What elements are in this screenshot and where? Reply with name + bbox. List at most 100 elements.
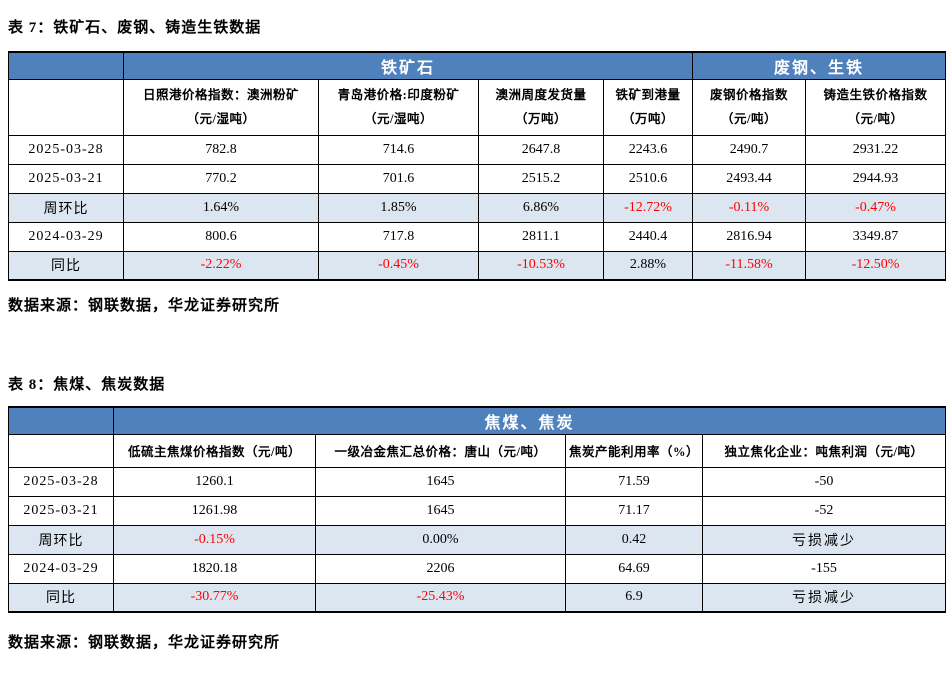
cell: 0.42: [565, 524, 703, 555]
table7-col-qingdao: 青岛港价格:印度粉矿 （元/湿吨）: [318, 78, 479, 136]
table7-group-header-row: 铁矿石 废钢、生铁: [8, 51, 947, 80]
cell: -52: [701, 495, 947, 526]
cell: 1.85%: [318, 192, 479, 223]
column-unit: （元/吨）: [847, 112, 904, 126]
table7-rowlabel-header: [8, 78, 124, 136]
cell: 64.69: [565, 553, 703, 584]
cell: 714.6: [318, 134, 479, 165]
cell: -12.50%: [805, 250, 947, 281]
column-name: 废钢价格指数: [710, 88, 789, 102]
table-row: 2025-03-28 782.8 714.6 2647.8 2243.6 249…: [8, 134, 947, 165]
cell: 1645: [315, 495, 566, 526]
table8-col-coking-profit: 独立焦化企业：吨焦利润（元/吨）: [701, 433, 947, 468]
cell: 2440.4: [602, 221, 694, 252]
cell: 2816.94: [692, 221, 807, 252]
column-unit: （元/湿吨）: [364, 112, 433, 126]
cell: 2206: [315, 553, 566, 584]
cell: 71.17: [565, 495, 703, 526]
column-name: 铸造生铁价格指数: [823, 88, 928, 102]
table7-source: 数据来源：钢联数据，华龙证券研究所: [8, 298, 281, 314]
table7-col-rizhao: 日照港价格指数：澳洲粉矿 （元/湿吨）: [123, 78, 319, 136]
cell: 2493.44: [692, 163, 807, 194]
table8-section: 表 8：焦煤、焦炭数据 焦煤、焦炭 低硫主焦煤价格指数（元/吨） 一级冶金焦汇总…: [8, 373, 947, 652]
table8-group-header-row: 焦煤、焦炭: [8, 406, 947, 435]
table8-col-met-coke-price: 一级冶金焦汇总价格：唐山（元/吨）: [315, 433, 566, 468]
table-row: 2025-03-21 1261.98 1645 71.17 -52: [8, 495, 947, 526]
cell: 782.8: [123, 134, 319, 165]
table-row-wow: 周环比 -0.15% 0.00% 0.42 亏损减少: [8, 524, 947, 555]
cell: 71.59: [565, 466, 703, 497]
row-label: 2025-03-21: [8, 163, 124, 194]
cell: -0.47%: [805, 192, 947, 223]
row-label: 同比: [8, 582, 114, 613]
cell: 1645: [315, 466, 566, 497]
cell: 0.00%: [315, 524, 566, 555]
cell: -12.72%: [602, 192, 694, 223]
cell: 6.9: [565, 582, 703, 613]
column-unit: （万吨）: [622, 112, 675, 126]
table7-group-iron-ore: 铁矿石: [122, 51, 694, 80]
cell: -50: [701, 466, 947, 497]
table-row-yoy: 同比 -2.22% -0.45% -10.53% 2.88% -11.58% -…: [8, 250, 947, 281]
cell: 701.6: [318, 163, 479, 194]
column-unit: （万吨）: [514, 112, 567, 126]
cell: 1820.18: [113, 553, 316, 584]
row-label: 2025-03-21: [8, 495, 114, 526]
cell: -0.45%: [318, 250, 479, 281]
column-name: 澳洲周度发货量: [495, 88, 587, 102]
table-row-yoy: 同比 -30.77% -25.43% 6.9 亏损减少: [8, 582, 947, 613]
cell: 770.2: [123, 163, 319, 194]
cell: -11.58%: [692, 250, 807, 281]
row-label: 2025-03-28: [8, 466, 114, 497]
table8: 焦煤、焦炭 低硫主焦煤价格指数（元/吨） 一级冶金焦汇总价格：唐山（元/吨） 焦…: [8, 406, 947, 613]
column-unit: （元/吨）: [721, 112, 777, 126]
row-label: 周环比: [8, 192, 124, 223]
table7-col-pigiron-price: 铸造生铁价格指数 （元/吨）: [805, 78, 947, 136]
table8-column-header-row: 低硫主焦煤价格指数（元/吨） 一级冶金焦汇总价格：唐山（元/吨） 焦炭产能利用率…: [8, 433, 947, 468]
table-row: 2025-03-28 1260.1 1645 71.59 -50: [8, 466, 947, 497]
table-row: 2024-03-29 1820.18 2206 64.69 -155: [8, 553, 947, 584]
column-name: 铁矿到港量: [615, 88, 681, 102]
cell: 2515.2: [478, 163, 604, 194]
table8-col-capacity-util: 焦炭产能利用率（%）: [565, 433, 703, 468]
cell: -30.77%: [113, 582, 316, 613]
table7: 铁矿石 废钢、生铁 日照港价格指数：澳洲粉矿 （元/湿吨） 青岛港价格:印度粉矿…: [8, 51, 947, 281]
table7-corner-cell: [8, 51, 124, 80]
cell: 2811.1: [478, 221, 604, 252]
table7-col-scrap-price: 废钢价格指数 （元/吨）: [692, 78, 807, 136]
table-row: 2025-03-21 770.2 701.6 2515.2 2510.6 249…: [8, 163, 947, 194]
row-label: 同比: [8, 250, 124, 281]
cell: 800.6: [123, 221, 319, 252]
cell: 1260.1: [113, 466, 316, 497]
cell: 2243.6: [602, 134, 694, 165]
cell: 亏损减少: [701, 582, 947, 613]
cell: 亏损减少: [701, 524, 947, 555]
column-unit: （元/湿吨）: [186, 112, 256, 126]
cell: 2490.7: [692, 134, 807, 165]
table7-column-header-row: 日照港价格指数：澳洲粉矿 （元/湿吨） 青岛港价格:印度粉矿 （元/湿吨） 澳洲…: [8, 78, 947, 136]
column-name: 日照港价格指数：澳洲粉矿: [142, 88, 299, 102]
cell: 1.64%: [123, 192, 319, 223]
table8-group-coal-coke: 焦煤、焦炭: [112, 406, 947, 435]
table8-corner-cell: [8, 406, 114, 435]
row-label: 周环比: [8, 524, 114, 555]
table7-col-aus-shipment: 澳洲周度发货量 （万吨）: [478, 78, 604, 136]
cell: -155: [701, 553, 947, 584]
cell: -0.11%: [692, 192, 807, 223]
table7-section: 表 7：铁矿石、废钢、铸造生铁数据 铁矿石 废钢、生铁 日照港价格指数：澳洲粉矿…: [8, 16, 947, 315]
table8-source: 数据来源：钢联数据，华龙证券研究所: [8, 635, 281, 651]
table7-title: 表 7：铁矿石、废钢、铸造生铁数据: [8, 20, 262, 36]
table8-title: 表 8：焦煤、焦炭数据: [8, 377, 166, 393]
cell: 2944.93: [805, 163, 947, 194]
cell: 2931.22: [805, 134, 947, 165]
cell: 717.8: [318, 221, 479, 252]
table7-group-scrap-pig-iron: 废钢、生铁: [692, 51, 947, 80]
cell: 6.86%: [478, 192, 604, 223]
cell: 2647.8: [478, 134, 604, 165]
table-row-wow: 周环比 1.64% 1.85% 6.86% -12.72% -0.11% -0.…: [8, 192, 947, 223]
row-label: 2024-03-29: [8, 553, 114, 584]
cell: 3349.87: [805, 221, 947, 252]
table8-rowlabel-header: [8, 433, 114, 468]
cell: -2.22%: [123, 250, 319, 281]
column-name: 青岛港价格:印度粉矿: [337, 88, 460, 102]
